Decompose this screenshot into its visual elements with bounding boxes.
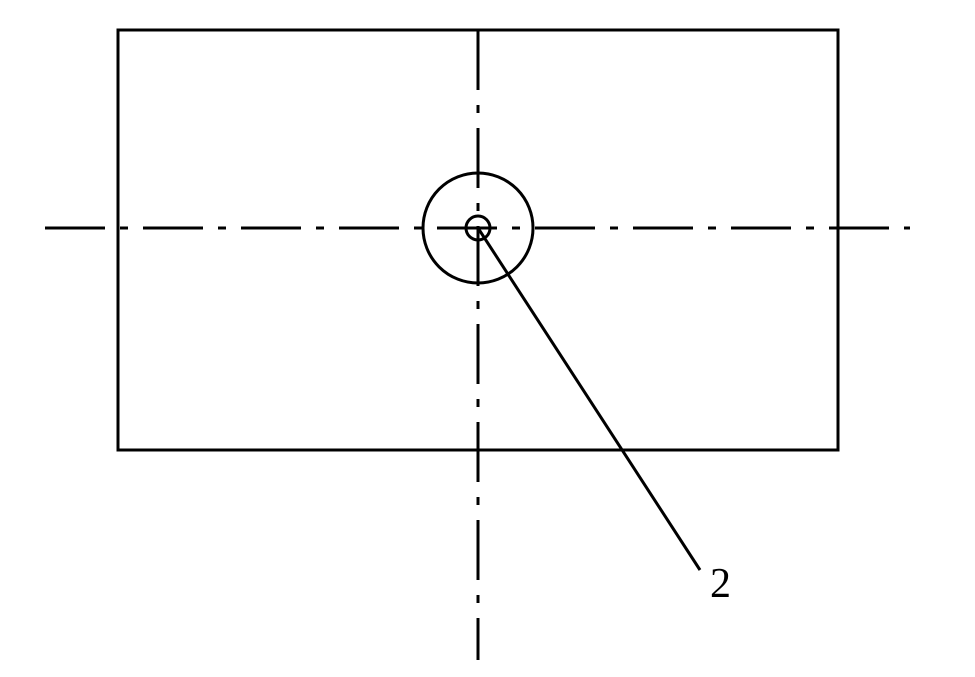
callout-label: 2	[710, 560, 731, 608]
technical-diagram	[0, 0, 975, 677]
canvas-background	[0, 0, 975, 677]
